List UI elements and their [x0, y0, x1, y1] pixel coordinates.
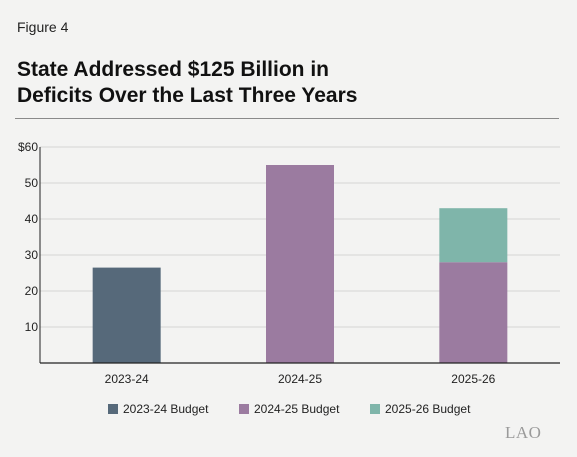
legend-item: 2024-25 Budget: [239, 402, 339, 416]
bar-2024-25-budget-2025-26: [439, 262, 508, 363]
bar-2024-25-budget-2024-25: [266, 165, 334, 363]
legend-item: 2023-24 Budget: [108, 402, 208, 416]
y-tick-label: 30: [25, 248, 39, 262]
y-tick-label: 20: [25, 284, 39, 298]
legend-swatch: [108, 404, 118, 414]
chart-legend: 2023-24 Budget 2024-25 Budget 2025-26 Budg…: [0, 402, 577, 422]
legend-item: 2025-26 Budget: [370, 402, 470, 416]
x-tick-label: 2024-25: [278, 372, 322, 386]
legend-label: 2023-24 Budget: [123, 402, 209, 416]
figure-label: Figure 4: [17, 19, 69, 35]
x-tick-label: 2023-24: [105, 372, 149, 386]
bar-2025-26-budget-2025-26: [439, 208, 508, 263]
bar-2023-24-budget-2023-24: [92, 267, 161, 363]
title-divider: [15, 118, 559, 119]
y-tick-label: 10: [25, 320, 39, 334]
legend-swatch: [370, 404, 380, 414]
chart-title: State Addressed $125 Billion in Deficits…: [17, 57, 537, 109]
lao-logo: LAO: [505, 423, 542, 442]
chart-title-line-1: State Addressed $125 Billion in: [17, 58, 329, 81]
x-tick-label: 2025-26: [451, 372, 495, 386]
chart-title-line-2: Deficits Over the Last Three Years: [17, 84, 358, 107]
legend-label: 2025-26 Budget: [385, 402, 471, 416]
legend-label: 2024-25 Budget: [254, 402, 340, 416]
y-tick-label: 50: [25, 176, 39, 190]
legend-swatch: [239, 404, 249, 414]
y-tick-label: $60: [18, 140, 38, 154]
y-tick-label: 40: [25, 212, 39, 226]
